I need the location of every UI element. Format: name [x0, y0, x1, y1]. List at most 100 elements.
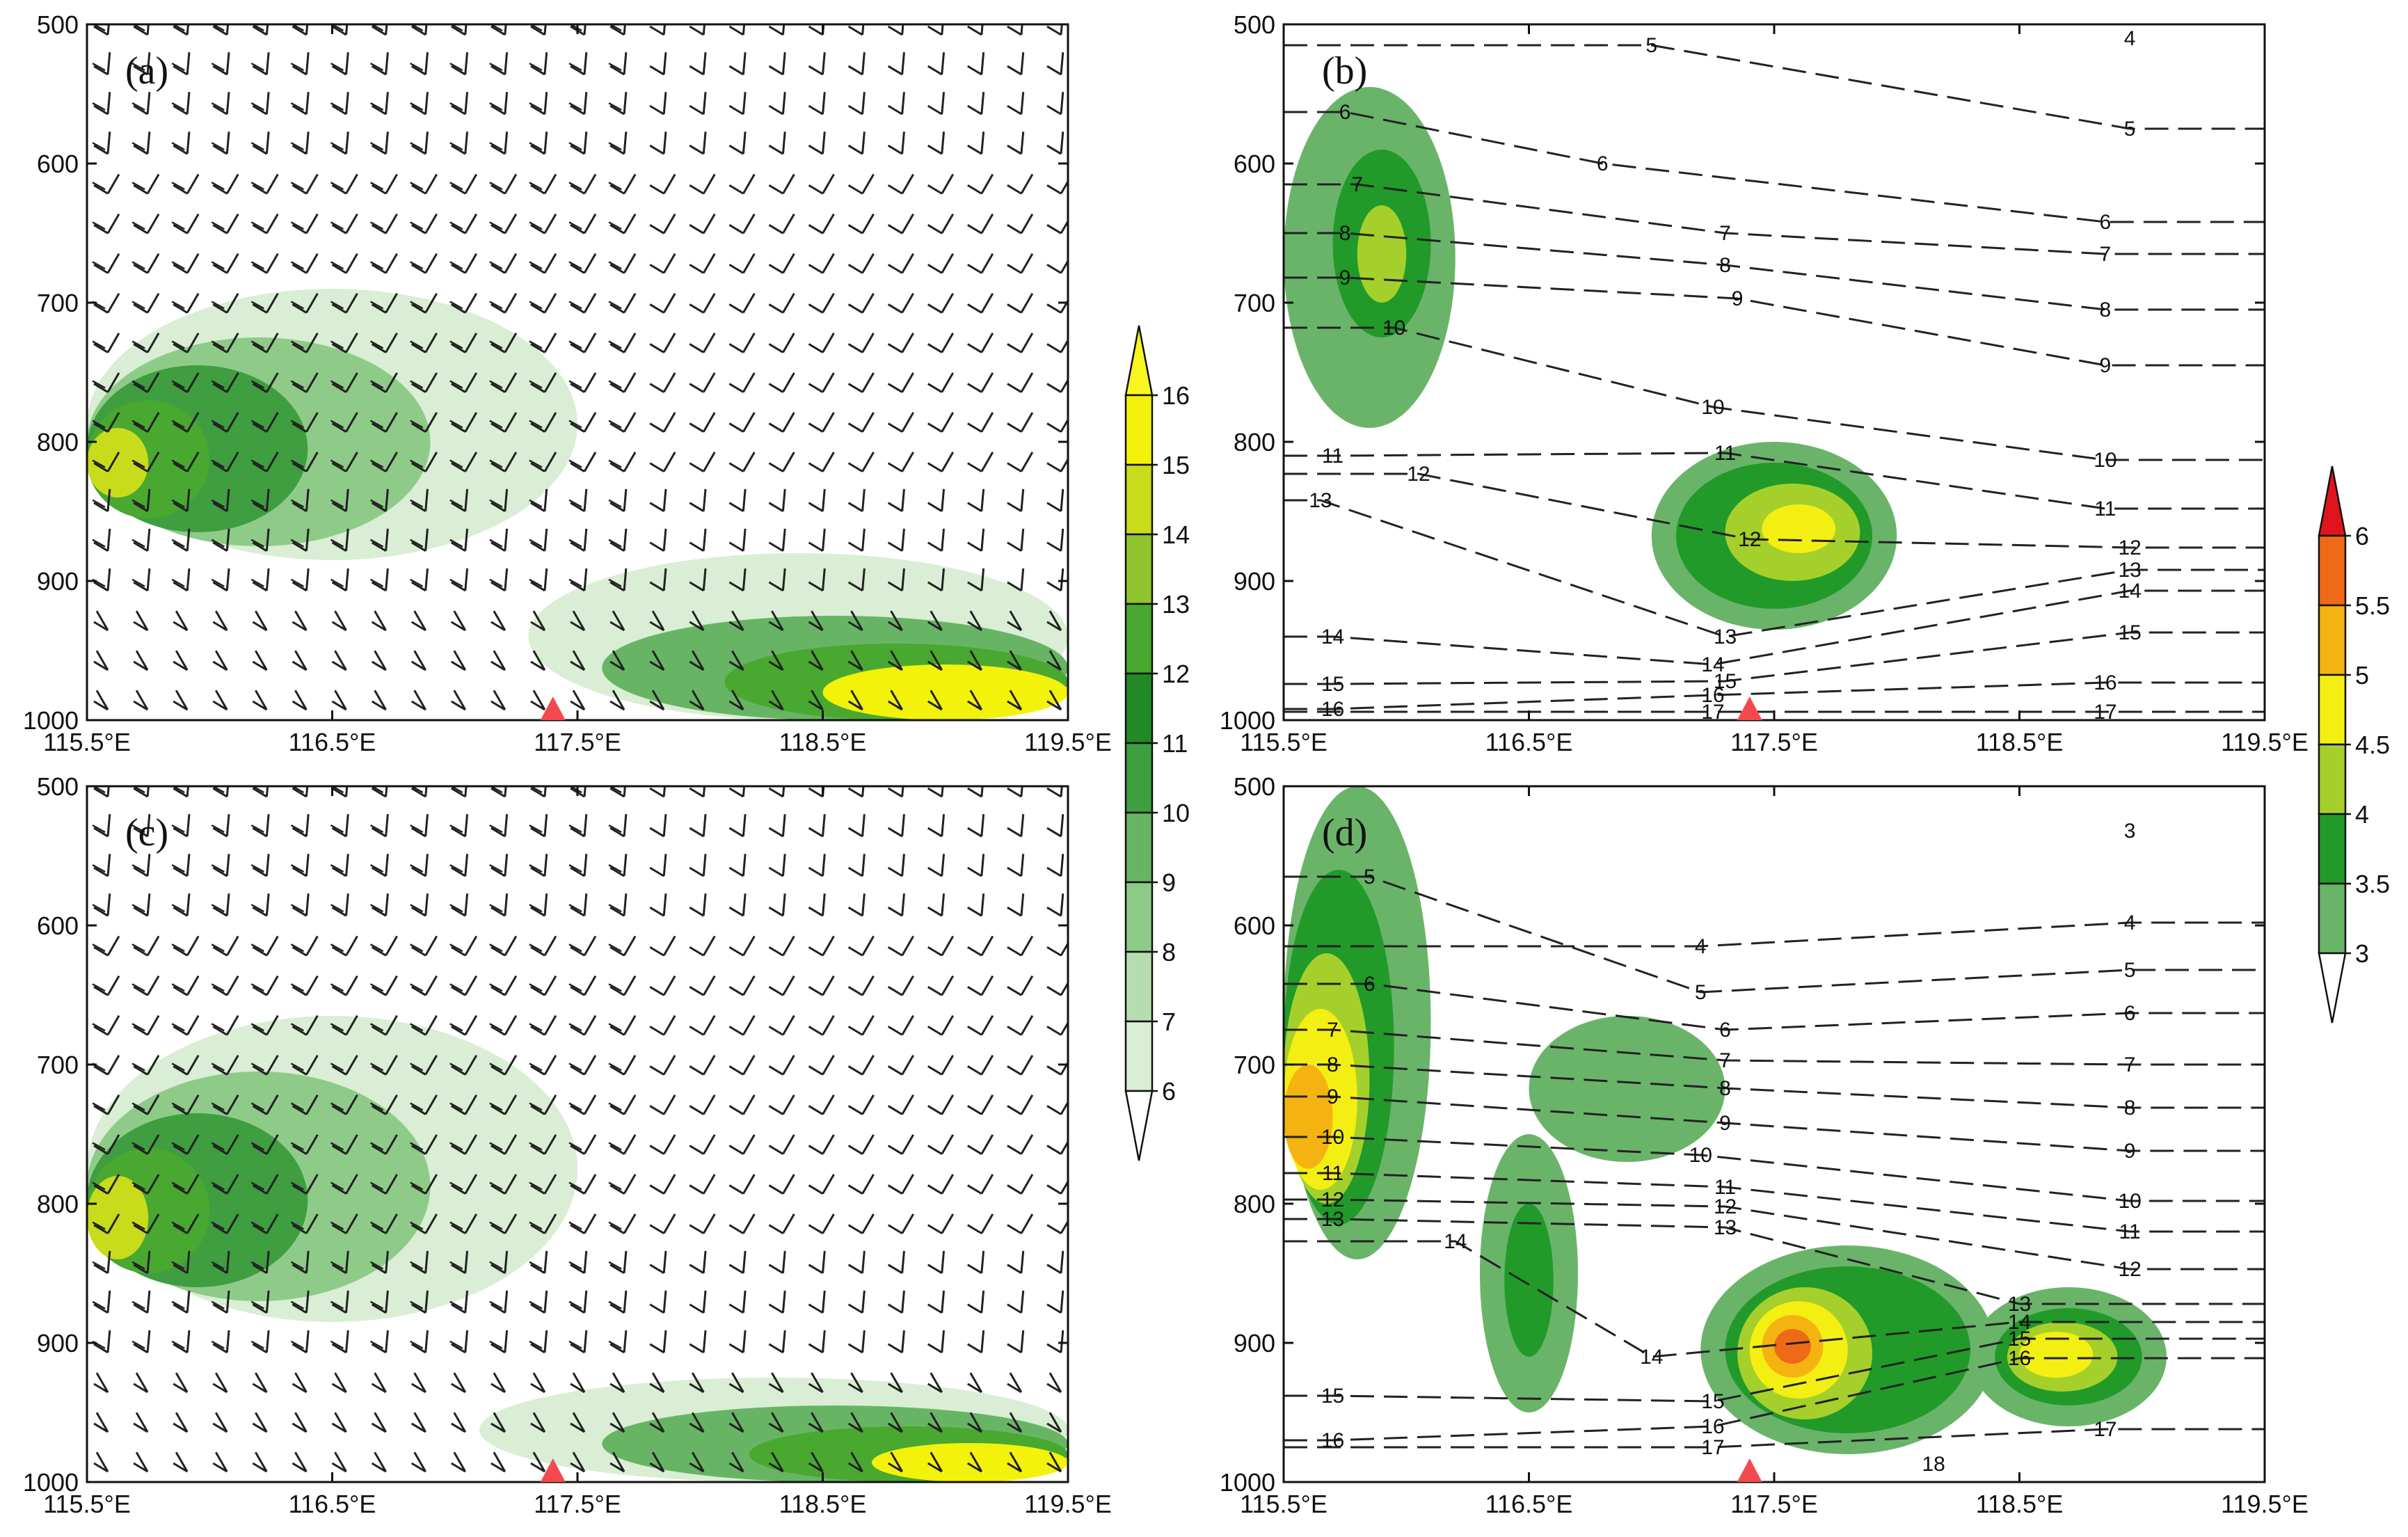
wind-barb [1007, 213, 1034, 234]
wind-barb [290, 1054, 319, 1076]
wind-barb [887, 92, 905, 116]
wind-barb [967, 452, 994, 472]
wind-barb [568, 412, 597, 433]
wind-barb [967, 412, 994, 433]
wind-barb [728, 1330, 747, 1354]
wind-barb [290, 1250, 310, 1274]
wind-barb [92, 412, 120, 433]
wind-barb [290, 1094, 319, 1115]
wind-barb [250, 568, 270, 592]
wind-barb [808, 975, 835, 996]
wind-barb [131, 412, 160, 433]
wind-barb [649, 412, 676, 433]
colorbar-tick-label: 7 [1162, 1008, 1176, 1036]
wind-barb [568, 132, 588, 155]
wind-barb [491, 1412, 507, 1433]
wind-barb [211, 893, 230, 917]
wind-barb [211, 854, 230, 877]
wind-barb [847, 1290, 866, 1314]
wind-barb [491, 650, 507, 671]
colorbar-segment [1124, 394, 1154, 466]
wind-barb [92, 1014, 120, 1036]
wind-barb [1046, 52, 1065, 76]
wind-barb [449, 1250, 469, 1274]
wind-barb [449, 814, 469, 838]
wind-barb [887, 650, 903, 671]
wind-barb [927, 452, 955, 472]
wind-barb [1046, 893, 1065, 917]
wind-barb [847, 528, 866, 552]
wind-barb [131, 292, 160, 314]
wind-barb [290, 814, 310, 838]
colorbar-bottom-arrow [1124, 1090, 1154, 1161]
panel-label: (d) [1322, 811, 1367, 854]
wind-barb [768, 1094, 795, 1115]
wind-barb [489, 1014, 518, 1036]
wind-barb [768, 1372, 784, 1394]
wind-barb [927, 92, 946, 116]
wind-barb [847, 1213, 875, 1234]
wind-barb [1046, 488, 1065, 512]
wind-barb [330, 412, 358, 433]
y-tick-label: 800 [1234, 1190, 1275, 1218]
wind-barb [649, 213, 676, 234]
isoline [1284, 631, 2265, 685]
wind-barb [927, 132, 946, 155]
wind-barb [927, 935, 955, 957]
wind-barb [211, 412, 239, 433]
x-tick-label: 118.5°E [1976, 1490, 2064, 1518]
wind-barb [331, 610, 347, 632]
wind-barb [649, 975, 676, 996]
wind-barb [369, 132, 389, 155]
wind-barb [369, 1250, 389, 1274]
wind-barb [369, 1213, 398, 1234]
isoline-label: 14 [2008, 1311, 2031, 1334]
wind-barb [608, 132, 628, 155]
wind-barb [369, 213, 398, 234]
wind-barb [608, 1290, 628, 1314]
wind-barb [211, 1054, 239, 1076]
wind-barb [171, 213, 200, 234]
wind-barb [331, 1412, 347, 1433]
wind-barb [887, 854, 905, 877]
wind-barb [92, 253, 120, 274]
wind-barb [330, 1330, 349, 1354]
wind-barb [967, 253, 994, 274]
wind-barb [1046, 786, 1063, 798]
wind-barb [689, 1330, 707, 1354]
wind-barb [887, 1372, 903, 1394]
wind-barb [1046, 1140, 1068, 1155]
colorbar-tick-label: 15 [1162, 451, 1190, 479]
wind-barb [808, 893, 826, 917]
wind-barb [449, 1054, 478, 1076]
wind-barb [489, 935, 518, 957]
wind-barb [529, 1134, 557, 1155]
wind-barb [369, 1174, 398, 1195]
wind-barb [808, 1054, 835, 1076]
x-tick-label: 116.5°E [1485, 1490, 1573, 1518]
wind-barb [609, 690, 625, 711]
y-tick-label: 500 [1234, 772, 1275, 801]
wind-barb [649, 1174, 676, 1195]
wind-barb [250, 92, 270, 116]
wind-barb [290, 253, 319, 274]
wind-barb [489, 1330, 509, 1354]
wind-barb [330, 1250, 349, 1274]
wind-barb [568, 52, 588, 76]
wind-barb [131, 333, 160, 353]
wind-barb [887, 452, 914, 472]
wind-barb [847, 814, 866, 838]
wind-barb [449, 1014, 478, 1036]
panel-label: (c) [125, 811, 168, 854]
wind-barb [689, 1174, 716, 1195]
wind-barb [768, 1250, 786, 1274]
wind-barb [608, 1054, 637, 1076]
wind-barb [768, 1330, 786, 1354]
wind-barb [967, 854, 985, 877]
isoline-label: 12 [1321, 1188, 1344, 1211]
wind-barb [927, 568, 946, 592]
wind-barb [369, 935, 398, 957]
wind-barb [410, 132, 429, 155]
wind-barb [529, 1094, 557, 1115]
